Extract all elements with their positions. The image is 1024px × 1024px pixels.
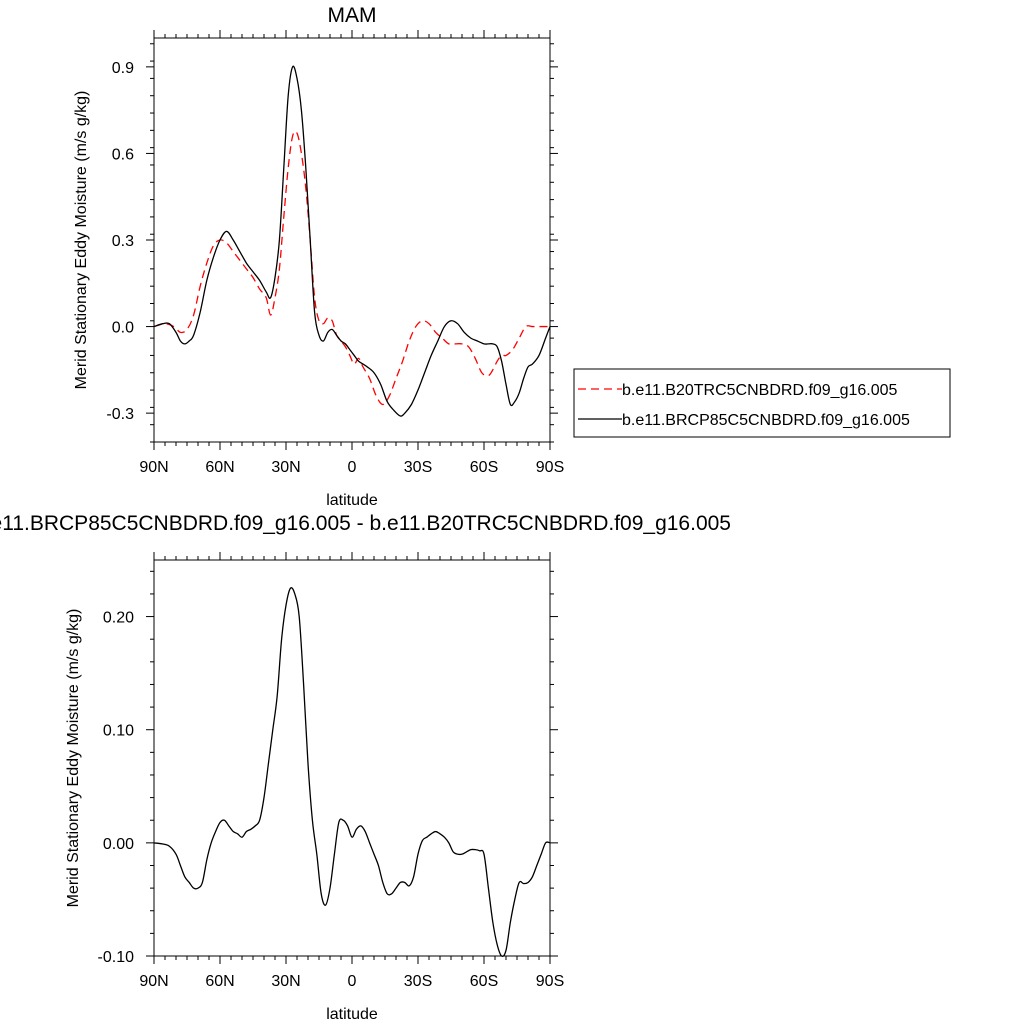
legend-label-series-1: b.e11.B20TRC5CNBDRD.f09_g16.005 — [622, 382, 898, 399]
bottom-y-axis-label: Merid Stationary Eddy Moisture (m/s g/kg… — [65, 609, 82, 908]
bottom-plot-frame — [153, 559, 551, 957]
y-tick-label: 0.10 — [103, 723, 134, 740]
x-tick-label: 60S — [470, 459, 498, 476]
legend-box — [573, 368, 951, 438]
bottom-series-layer — [153, 587, 551, 957]
x-tick-label: 30S — [404, 973, 432, 990]
x-tick-label: 90N — [139, 973, 168, 990]
top-y-axis: -0.3 0.0 0.3 0.6 0.9 — [106, 43, 558, 443]
x-tick-label: 30N — [271, 973, 300, 990]
x-tick-label: 0 — [348, 973, 357, 990]
bottom-x-axis: 90N 60N 30N 0 30S 60S 90S — [139, 552, 564, 990]
y-tick-label: -0.3 — [106, 406, 134, 423]
y-tick-label: 0.0 — [112, 320, 134, 337]
x-tick-label: 90S — [536, 973, 564, 990]
top-plot-frame — [153, 37, 551, 443]
series-line-1 — [153, 587, 551, 957]
x-tick-label: 90N — [139, 459, 168, 476]
series-line-1 — [153, 130, 550, 406]
y-tick-label: 0.9 — [112, 60, 134, 77]
y-tick-label: 0.20 — [103, 610, 134, 627]
x-tick-label: 30S — [404, 459, 432, 476]
y-tick-label: 0.6 — [112, 146, 134, 163]
top-series-layer — [153, 65, 551, 417]
legend-label-series-2: b.e11.BRCP85C5CNBDRD.f09_g16.005 — [622, 412, 910, 429]
top-x-axis: 90N 60N 30N 0 30S 60S 90S — [139, 30, 564, 476]
top-panel: MAM 90N 60N 30N 0 30S 60S 90S -0.3 0.0 0.3 0.6 0.9… — [73, 4, 951, 509]
legend: b.e11.B20TRC5CNBDRD.f09_g16.005 b.e11.BR… — [573, 368, 951, 438]
top-y-axis-label: Merid Stationary Eddy Moisture (m/s g/kg… — [73, 91, 90, 390]
x-tick-label: 60S — [470, 973, 498, 990]
x-tick-label: 30N — [271, 459, 300, 476]
bottom-x-axis-label: latitude — [326, 1006, 378, 1023]
top-chart-title: MAM — [328, 4, 377, 27]
x-tick-label: 60N — [205, 973, 234, 990]
x-tick-label: 90S — [536, 459, 564, 476]
bottom-y-axis: -0.10 0.00 0.10 0.20 — [98, 570, 558, 966]
x-tick-label: 0 — [348, 459, 357, 476]
top-x-axis-label: latitude — [326, 492, 378, 509]
series-line-2 — [153, 65, 551, 417]
bottom-panel: b.e11.BRCP85C5CNBDRD.f09_g16.005 - b.e11… — [0, 512, 731, 1023]
y-tick-label: -0.10 — [98, 949, 135, 966]
y-tick-label: 0.00 — [103, 836, 134, 853]
y-tick-label: 0.3 — [112, 233, 134, 250]
x-tick-label: 60N — [205, 459, 234, 476]
bottom-chart-title: b.e11.BRCP85C5CNBDRD.f09_g16.005 - b.e11… — [0, 512, 731, 535]
